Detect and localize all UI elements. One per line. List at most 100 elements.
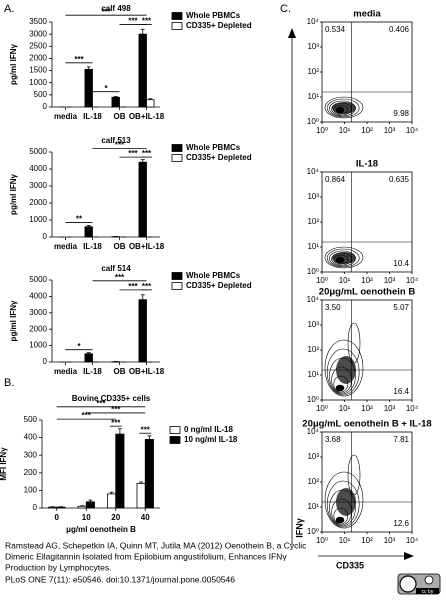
legend-label: 0 ng/ml IL-18 — [184, 425, 233, 434]
x-tick-label: 10¹ — [339, 276, 351, 285]
y-tick-label: 3000 — [29, 308, 47, 317]
significance-label: *** — [82, 411, 92, 420]
quadrant-value: 16.4 — [393, 387, 409, 396]
y-tick-label: 10³ — [307, 192, 319, 201]
bar — [85, 354, 93, 362]
x-tick-label: media — [54, 242, 78, 251]
x-tick-label: OB+IL-18 — [129, 112, 165, 121]
y-tick-label: 10³ — [307, 42, 319, 51]
y-tick-label: 10⁴ — [307, 295, 320, 304]
y-tick-label: 10¹ — [307, 92, 319, 101]
y-tick-label: 3000 — [29, 181, 47, 190]
x-tick-label: IL-18 — [83, 112, 102, 121]
x-tick-label: OB+IL-18 — [129, 242, 165, 251]
bar — [139, 34, 147, 107]
bar — [139, 300, 147, 362]
y-tick-label: 4000 — [29, 164, 47, 173]
legend-label: Whole PBMCs — [186, 11, 241, 20]
y-tick-label: 0 — [43, 232, 48, 241]
bar — [139, 162, 147, 237]
x-tick-label: OB — [114, 112, 126, 121]
y-tick-label: 0 — [33, 503, 38, 512]
quadrant-value: 0.635 — [389, 175, 410, 184]
x-tick-label: 10³ — [384, 536, 396, 545]
y-tick-label: 10³ — [307, 452, 319, 461]
significance-label: *** — [128, 282, 138, 291]
y-tick-label: 10⁰ — [307, 527, 319, 536]
chart-title: Bovine CD335+ cells — [72, 394, 151, 403]
y-tick-label: 500 — [24, 415, 38, 424]
quadrant-value: 9.98 — [393, 109, 409, 118]
x-tick-label: media — [54, 367, 78, 376]
error-bar — [118, 429, 122, 434]
x-tick-label: 10³ — [384, 404, 396, 413]
citation-line: PLoS ONE 7(11): e50546. doi:10.1371/jour… — [5, 574, 235, 584]
y-tick-label: 10³ — [307, 320, 319, 329]
y-tick-label: 2500 — [29, 41, 47, 50]
x-tick-label: OB+IL-18 — [129, 367, 165, 376]
legend-label: Whole PBMCs — [186, 143, 241, 152]
chart-title: calf 514 — [101, 264, 131, 273]
y-tick-label: 0 — [43, 102, 48, 111]
significance-label: *** — [111, 405, 121, 414]
y-tick-label: 10² — [307, 345, 319, 354]
y-tick-label: 10⁴ — [307, 167, 320, 176]
bar — [107, 494, 115, 508]
legend-swatch — [170, 427, 180, 434]
significance-label: *** — [111, 418, 121, 427]
x-tick-label: 10² — [361, 276, 373, 285]
x-tick-label: 10¹ — [339, 404, 351, 413]
legend-swatch — [170, 437, 180, 444]
bar — [85, 69, 93, 107]
significance-label: *** — [141, 425, 151, 434]
y-axis-label: pg/ml IFNγ — [9, 44, 18, 85]
license-badge: cc by — [398, 574, 440, 595]
y-tick-label: 1000 — [29, 215, 47, 224]
bar — [137, 483, 145, 508]
bar — [85, 227, 93, 237]
legend-swatch — [172, 283, 182, 290]
citation-line: Ramstead AG, Schepetkin IA, Quinn MT, Ju… — [5, 540, 307, 550]
y-tick-label: 1000 — [29, 341, 47, 350]
x-tick-label: 10² — [361, 536, 373, 545]
error-bar — [147, 436, 151, 440]
citation-line: Production by Lymphocytes. — [5, 562, 111, 572]
x-tick-label: 10¹ — [339, 126, 351, 135]
y-tick-label: 1500 — [29, 66, 47, 75]
x-tick-label: 10⁰ — [316, 404, 328, 413]
panel-label: A. — [4, 3, 14, 15]
significance-label: *** — [115, 141, 125, 150]
y-tick-label: 10⁰ — [307, 117, 319, 126]
quadrant-value: 5.07 — [393, 303, 409, 312]
quadrant-value: 7.81 — [393, 435, 409, 444]
bar — [78, 506, 86, 508]
y-tick-label: 500 — [34, 90, 48, 99]
significance-label: *** — [115, 273, 125, 282]
x-tick-label: IL-18 — [83, 242, 102, 251]
y-tick-label: 2000 — [29, 324, 47, 333]
y-axis-label: pg/ml IFNγ — [9, 300, 18, 341]
quadrant-value: 10.4 — [393, 259, 409, 268]
y-tick-label: 0 — [43, 357, 48, 366]
y-tick-label: 5000 — [29, 275, 47, 284]
plot-frame — [322, 300, 412, 400]
y-tick-label: 10¹ — [307, 242, 319, 251]
y-tick-label: 300 — [24, 450, 38, 459]
contour — [336, 356, 356, 384]
x-tick-label: 10⁰ — [316, 536, 328, 545]
arrow-head — [288, 28, 296, 38]
plot-title: 20μg/mL oenothein B — [319, 287, 416, 298]
y-tick-label: 10² — [307, 67, 319, 76]
significance-label: *** — [74, 55, 84, 64]
license-text: cc by — [422, 589, 434, 595]
x-tick-label: 10⁴ — [406, 276, 419, 285]
bar — [116, 434, 124, 508]
y-tick-label: 10² — [307, 477, 319, 486]
panel-label: B. — [4, 377, 14, 389]
x-axis-label: CD335 — [336, 560, 364, 570]
significance-label: *** — [101, 7, 111, 16]
y-tick-label: 2000 — [29, 198, 47, 207]
quadrant-value: 3.50 — [325, 303, 341, 312]
x-tick-label: 0 — [55, 513, 60, 522]
